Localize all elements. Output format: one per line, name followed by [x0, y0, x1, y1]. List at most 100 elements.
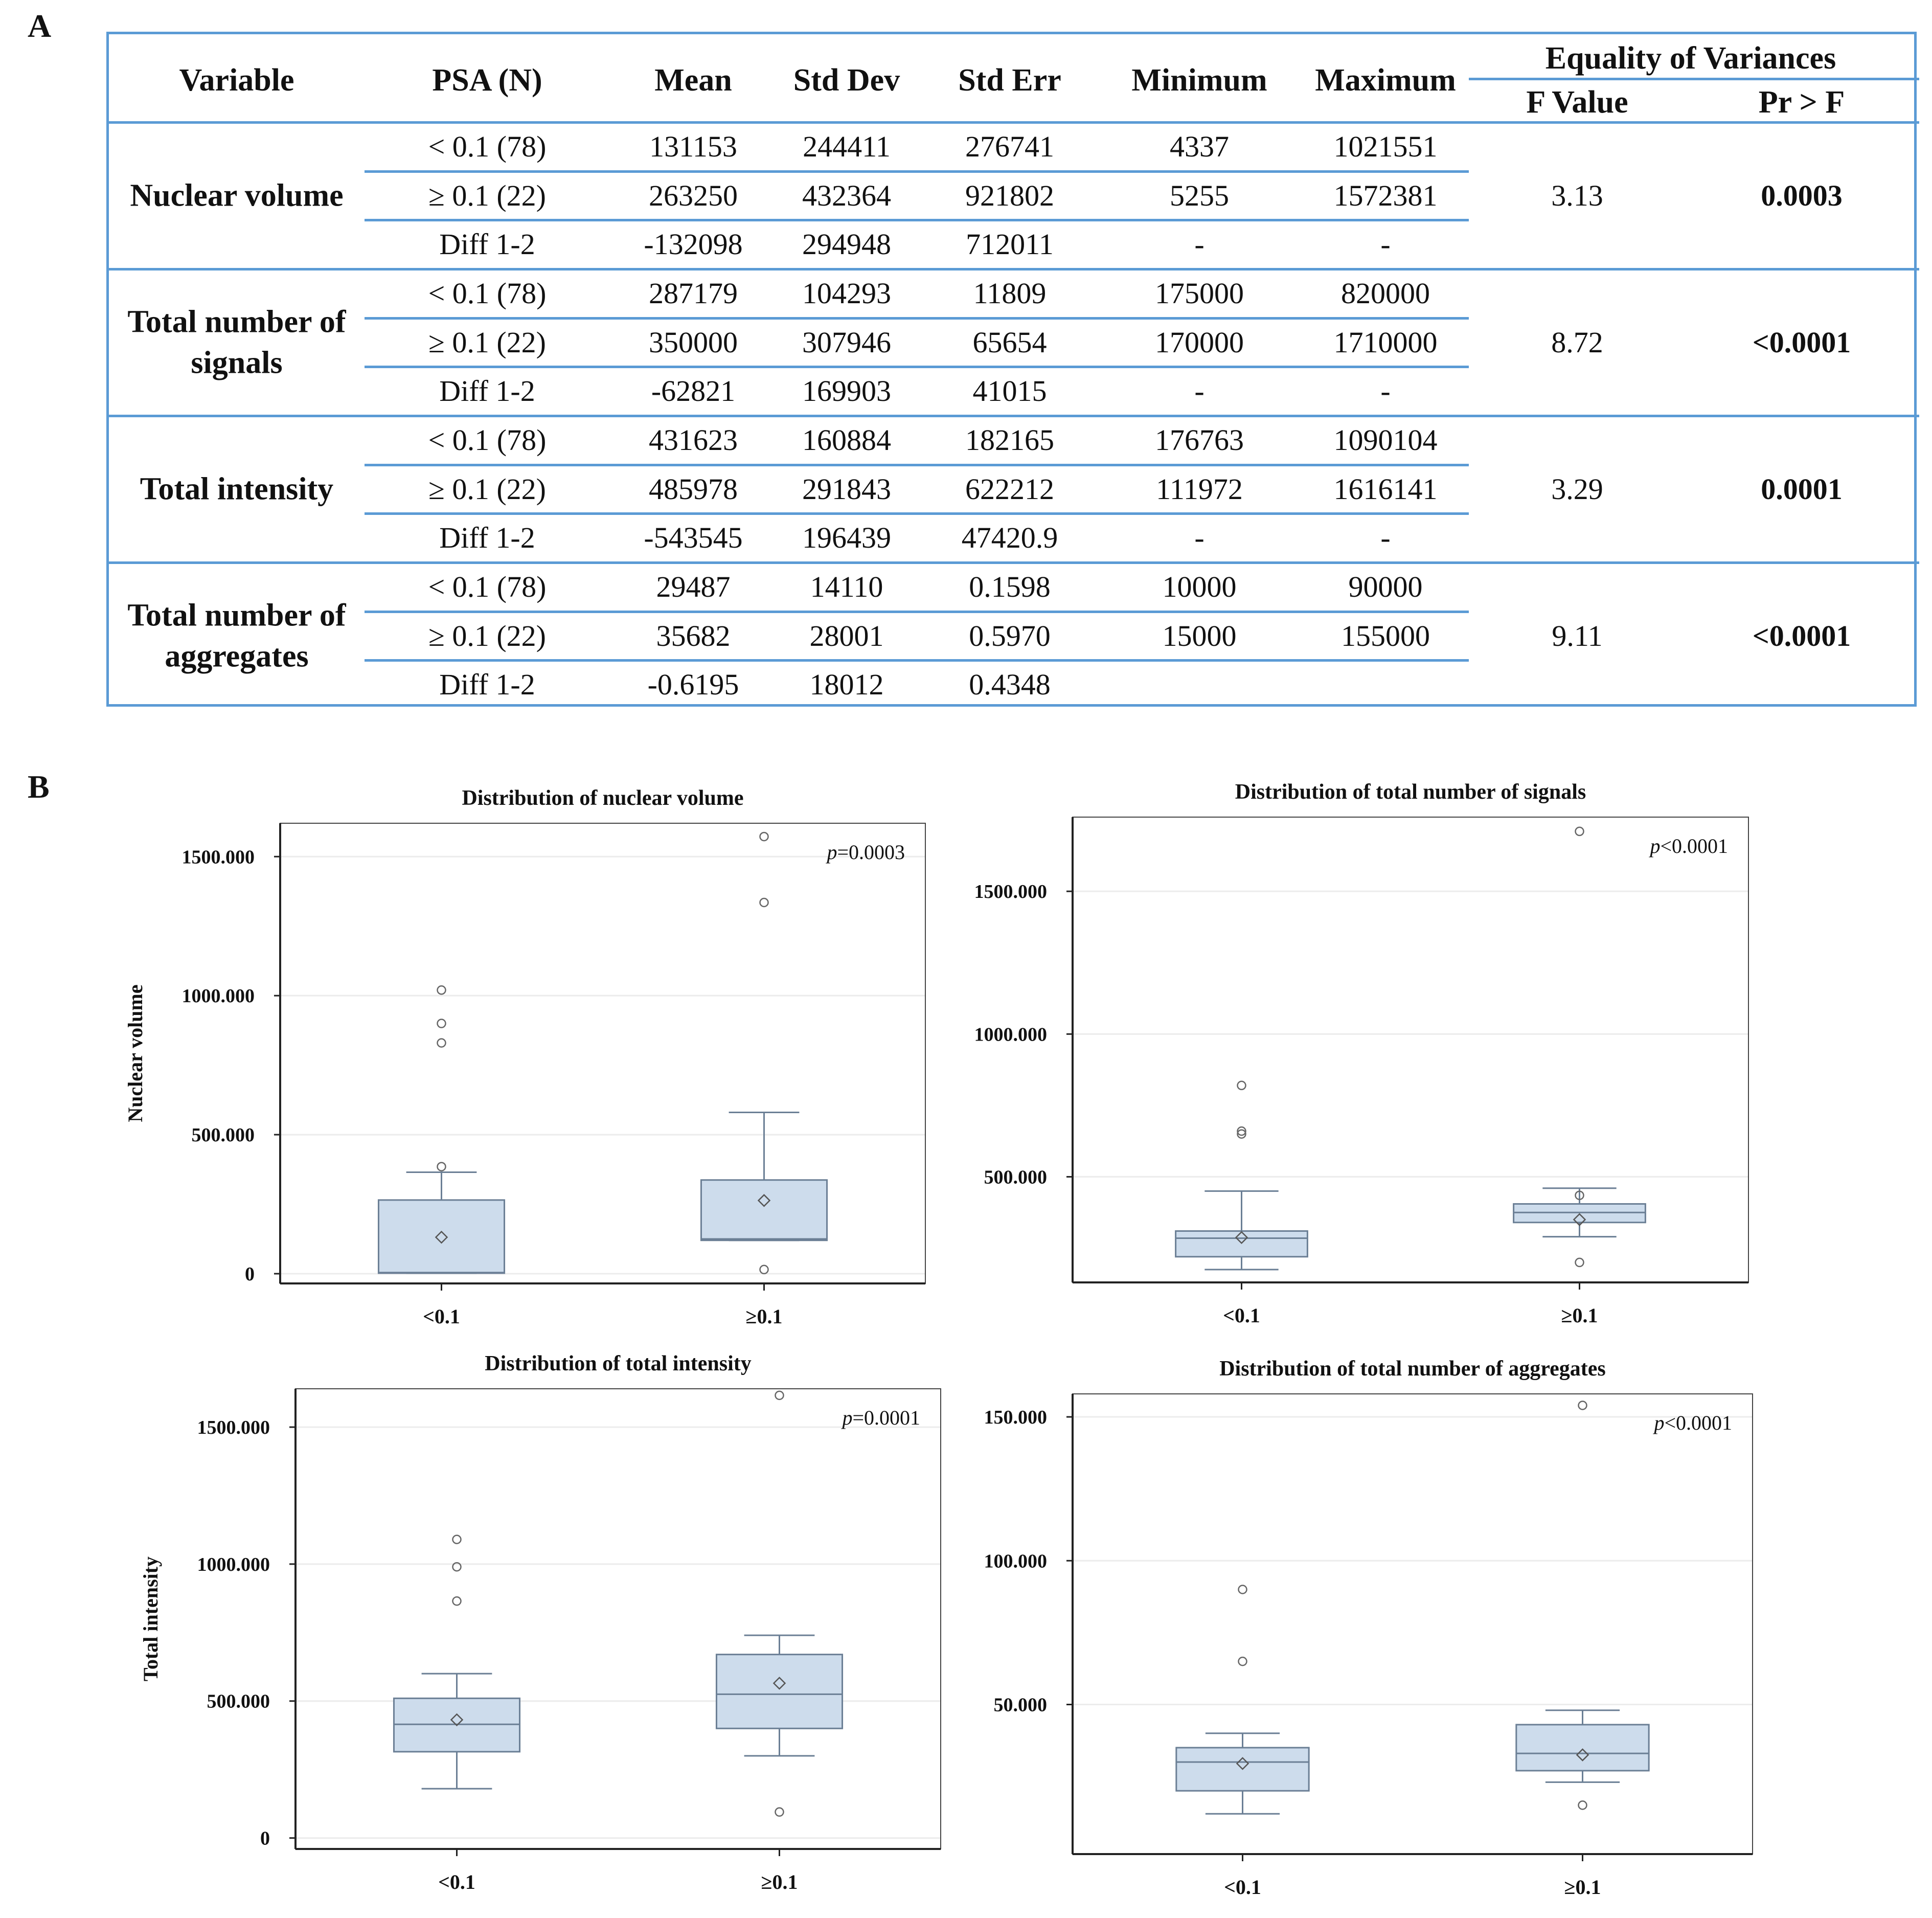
group-divider — [109, 268, 1919, 270]
plot-frame — [1072, 1393, 1753, 1855]
y-tick-label: 0 — [245, 1263, 255, 1285]
iqr-box — [377, 1199, 506, 1274]
p-symbol: p — [840, 1406, 852, 1429]
outlier-point — [775, 1807, 784, 1817]
panel-label-a: A — [28, 8, 52, 44]
psa-cell: Diff 1-2 — [439, 228, 535, 261]
row-divider — [365, 170, 1469, 173]
y-tick-label: 150.000 — [984, 1407, 1048, 1428]
minimum-cell: - — [1194, 521, 1204, 555]
std-err-cell: 276741 — [965, 129, 1054, 163]
std-dev-cell: 104293 — [802, 276, 891, 310]
pr-f-value: 0.0001 — [1761, 472, 1843, 506]
iqr-box — [1515, 1724, 1650, 1772]
psa-cell: < 0.1 (78) — [428, 276, 547, 310]
variable-name: Total number of signals — [127, 304, 346, 380]
mean-cell: 287179 — [649, 276, 738, 310]
mean-cell: 131153 — [649, 129, 737, 163]
plot-title: Distribution of total intensity — [485, 1352, 752, 1375]
std-err-cell: 47420.9 — [961, 521, 1058, 555]
header-std-dev: Std Dev — [793, 63, 900, 98]
minimum-cell: - — [1194, 228, 1204, 261]
maximum-cell: 1021551 — [1333, 129, 1438, 163]
y-tick-label: 100.000 — [984, 1550, 1048, 1572]
std-dev-cell: 244411 — [803, 129, 891, 163]
box-1 — [1513, 826, 1646, 1268]
mean-cell: 485978 — [649, 472, 738, 506]
std-err-cell: 182165 — [965, 423, 1054, 457]
mean-marker — [435, 1230, 448, 1244]
mean-marker — [1576, 1748, 1589, 1762]
std-err-cell: 0.4348 — [969, 668, 1051, 702]
boxplot-svg: Distribution of total number of signals 5… — [974, 780, 1749, 1327]
row-divider — [365, 512, 1469, 515]
std-dev-cell: 169903 — [802, 374, 891, 408]
minimum-cell: 5255 — [1170, 178, 1229, 212]
maximum-cell: 1090104 — [1333, 423, 1438, 457]
mean-marker — [1573, 1213, 1586, 1226]
box-0 — [377, 985, 506, 1274]
std-dev-cell: 18012 — [809, 668, 884, 702]
std-err-cell: 41015 — [972, 374, 1047, 408]
x-category-label: <0.1 — [423, 1305, 460, 1328]
std-dev-cell: 28001 — [809, 619, 884, 652]
header-equality-of-variances: Equality of Variances — [1545, 41, 1836, 76]
mean-marker — [772, 1677, 786, 1690]
mean-cell: -543545 — [644, 521, 743, 555]
row-divider — [365, 463, 1469, 466]
std-dev-cell: 432364 — [802, 178, 891, 212]
maximum-cell: 820000 — [1341, 276, 1430, 310]
y-axis-title: Total intensity — [139, 1556, 162, 1681]
p-symbol: p — [825, 841, 837, 864]
std-dev-cell: 160884 — [802, 423, 891, 457]
p-value-label: p=0.0001 — [840, 1406, 920, 1429]
header-std-err: Std Err — [958, 63, 1061, 98]
row-divider — [365, 219, 1469, 222]
p-symbol: p — [1652, 1411, 1664, 1434]
header-pr-f: Pr > F — [1758, 85, 1845, 120]
p-value: =0.0001 — [852, 1406, 920, 1429]
panel-label-b: B — [28, 769, 50, 805]
f-value: 3.13 — [1551, 178, 1603, 212]
outlier-point — [437, 985, 446, 995]
x-category-label: ≥0.1 — [1561, 1304, 1598, 1327]
outlier-point — [1237, 1080, 1246, 1091]
signals-boxplot: Distribution of total number of signals 5… — [946, 771, 1764, 1344]
outlier-point — [759, 1265, 769, 1275]
std-dev-cell: 294948 — [802, 228, 891, 261]
box-0 — [393, 1535, 521, 1790]
x-category-label: ≥0.1 — [1564, 1876, 1601, 1899]
header-minimum: Minimum — [1131, 63, 1267, 98]
outlier-point — [452, 1562, 462, 1572]
minimum-cell: 170000 — [1155, 325, 1244, 359]
std-err-cell: 11809 — [973, 276, 1047, 310]
maximum-cell: 90000 — [1348, 570, 1423, 603]
maximum-cell: 1710000 — [1333, 325, 1438, 359]
outlier-point — [1237, 1126, 1246, 1136]
plot-frame — [280, 823, 926, 1284]
f-value: 8.72 — [1551, 325, 1603, 359]
outlier-point — [437, 1162, 446, 1171]
mean-marker — [450, 1713, 464, 1727]
std-dev-cell: 291843 — [802, 472, 891, 506]
y-tick-label: 50.000 — [994, 1695, 1048, 1716]
maximum-cell: 155000 — [1341, 619, 1430, 652]
psa-cell: ≥ 0.1 (22) — [428, 472, 546, 506]
maximum-cell: 1572381 — [1333, 178, 1438, 212]
header-maximum: Maximum — [1315, 63, 1456, 98]
outlier-point — [452, 1596, 462, 1606]
y-tick-label: 1500.000 — [182, 846, 255, 868]
variable-name: Nuclear volume — [130, 178, 344, 213]
minimum-cell: 111972 — [1156, 472, 1243, 506]
boxplot-svg: Distribution of total number of aggregat… — [984, 1357, 1753, 1899]
psa-cell: Diff 1-2 — [439, 668, 535, 702]
nuclear-volume-boxplot: Distribution of nuclear volume 0 500.000 10… — [102, 777, 941, 1340]
iqr-box — [700, 1179, 828, 1242]
outlier-point — [759, 897, 769, 908]
iqr-box — [1175, 1747, 1310, 1792]
p-symbol: p — [1648, 834, 1660, 858]
group-divider — [109, 415, 1919, 417]
outlier-point — [1575, 1190, 1584, 1200]
mean-cell: 35682 — [656, 619, 731, 652]
y-tick-label: 1500.000 — [197, 1417, 270, 1438]
